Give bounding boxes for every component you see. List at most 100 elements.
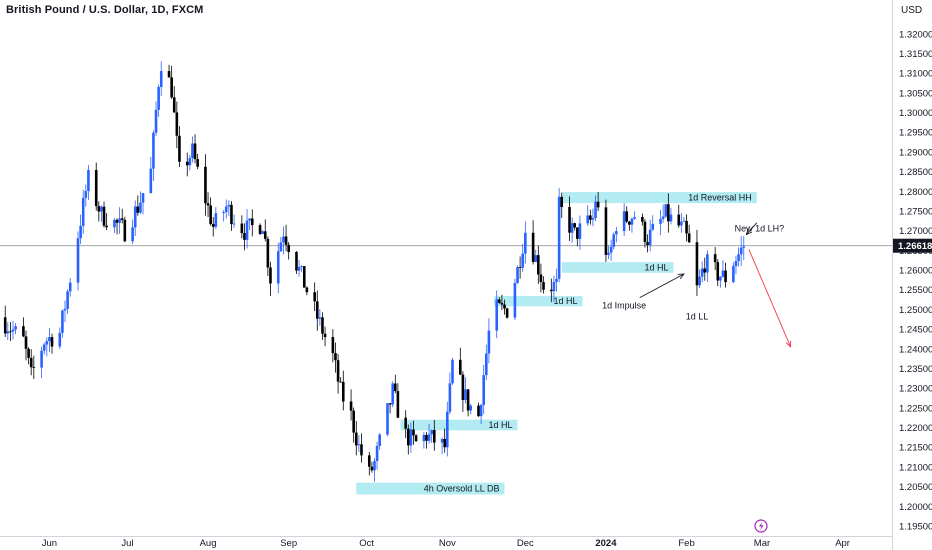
candle-body [115,219,119,223]
candle [643,219,647,248]
candle [596,191,600,212]
candle-body [443,438,446,448]
candle [466,388,470,417]
candle [175,101,179,149]
candle [42,342,46,355]
candle-body [81,197,85,226]
candle-body [131,227,134,242]
candle [404,410,407,439]
candle-body [258,225,262,234]
candle-body [573,223,577,228]
candle [651,215,655,232]
candle-body [14,326,17,330]
candle-body [261,231,264,234]
time-axis[interactable]: Jun Jul Aug Sep Oct Nov Dec 2024 Feb Mar Apr [42,538,850,549]
price-tick-label: 1.22500 [899,403,932,414]
price-tick-label: 1.23500 [899,364,932,375]
candle [204,154,207,216]
candle-body [276,251,280,284]
candle-body [703,268,707,273]
zones-layer: 1d Reversal HH 1d HL 1d HL 1d HL 4h Oversold… [356,192,757,495]
candle-body [669,214,673,222]
candle [477,402,480,417]
candle-body [211,224,215,227]
candle-body [50,337,54,347]
time-tick-label: Mar [754,538,770,549]
candle-body [612,234,616,247]
candle-body [643,221,647,243]
candle-body [448,383,452,412]
price-tick-label: 1.30500 [899,88,932,99]
candle-body [414,435,418,442]
candle [276,242,280,294]
candle [261,230,264,235]
candle [659,209,662,236]
candle [487,318,491,364]
candle [542,276,545,294]
candle-body [680,221,683,226]
candle-body [550,289,553,292]
candle [206,192,210,218]
price-tick-label: 1.24000 [899,344,932,355]
currency-label[interactable]: USD [901,5,923,16]
candle [209,197,212,226]
candle [706,250,709,282]
candle-body [388,403,392,405]
candle-body [185,161,189,166]
candle-body [466,389,470,411]
candle-body [461,374,465,400]
candle [737,247,740,267]
zone-box [561,262,674,273]
candle-body [27,348,30,358]
candle [287,242,290,260]
candle-body [336,360,340,382]
candle [396,383,400,418]
candle [84,184,88,207]
candle [196,153,199,170]
candle [27,347,30,365]
candle-body [102,206,106,226]
candle [58,327,62,349]
candle-body [159,71,163,88]
candle-body [576,227,579,239]
candle-body [667,204,670,222]
candle [682,217,686,223]
candle-body [568,207,571,233]
candle-body [97,206,101,212]
price-axis[interactable]: 1.32000 1.31500 1.31000 1.30500 1.30000 1.295… [899,29,932,532]
candle-body [370,466,374,471]
candle [451,357,454,385]
candle [248,218,251,231]
time-tick-label: Dec [517,538,534,549]
candle-body [297,266,301,271]
lightning-icon[interactable] [754,519,768,533]
candle-body [477,405,480,417]
candle [406,424,410,455]
candle [185,152,189,177]
candle [440,437,444,455]
candle [537,245,540,285]
candle [136,195,140,216]
candle [149,157,153,194]
candle [123,216,127,243]
candle-body [427,434,431,441]
candle-body [386,403,389,435]
candle-body [406,428,410,446]
current-price-tag: 1.26618 [893,238,932,253]
candle [459,347,462,376]
annotation-arrow [639,274,684,299]
candle [716,259,720,287]
candle [578,215,582,250]
time-tick-label: Apr [835,538,850,549]
symbol-title[interactable]: British Pound / U.S. Dollar, 1D, FXCM [6,4,204,16]
candle-body [440,438,444,443]
candle [227,200,231,217]
candle [539,263,543,293]
candle [113,218,116,233]
candle [45,337,49,357]
candle-body [170,77,173,98]
candle [422,432,426,449]
candle [591,208,595,227]
candle [698,269,701,289]
